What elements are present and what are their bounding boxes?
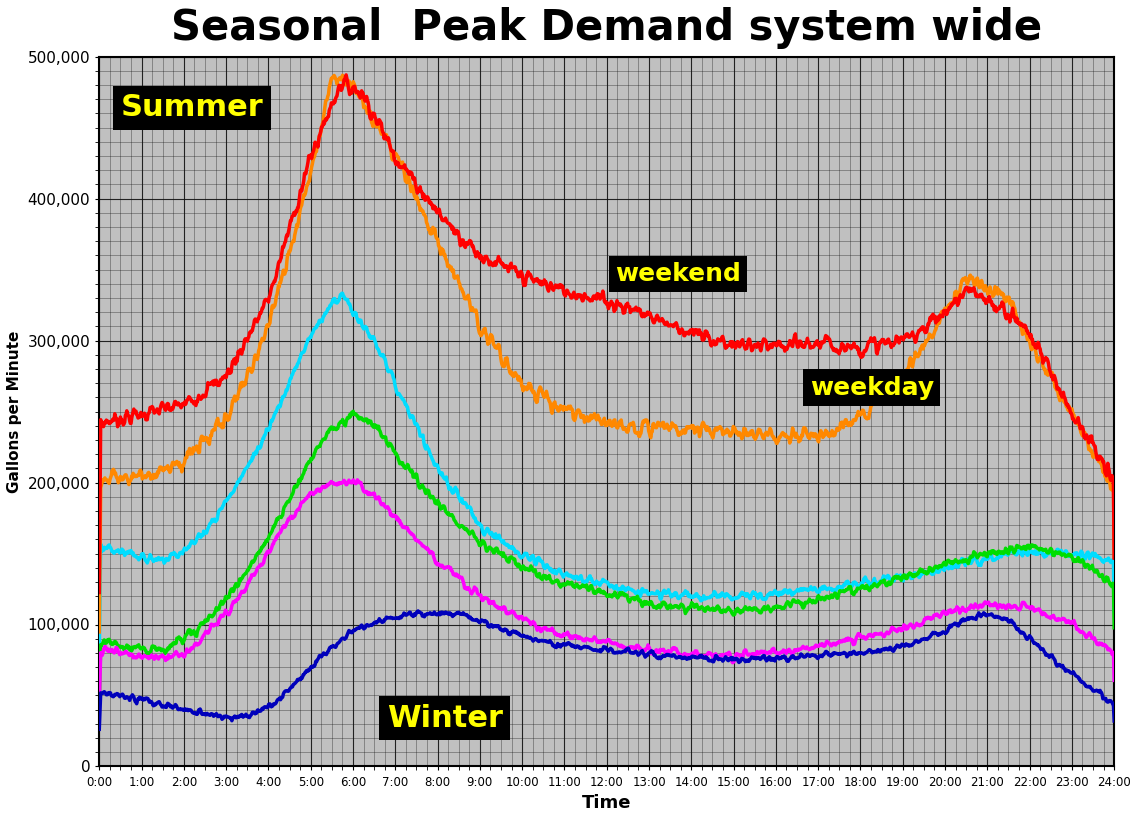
X-axis label: Time: Time	[582, 794, 632, 812]
Y-axis label: Gallons per Minute: Gallons per Minute	[7, 330, 22, 493]
Text: weekend: weekend	[616, 262, 741, 286]
Title: Seasonal  Peak Demand system wide: Seasonal Peak Demand system wide	[171, 7, 1042, 49]
Text: Winter: Winter	[387, 704, 503, 733]
Text: weekday: weekday	[810, 375, 934, 400]
Text: Summer: Summer	[121, 93, 263, 122]
